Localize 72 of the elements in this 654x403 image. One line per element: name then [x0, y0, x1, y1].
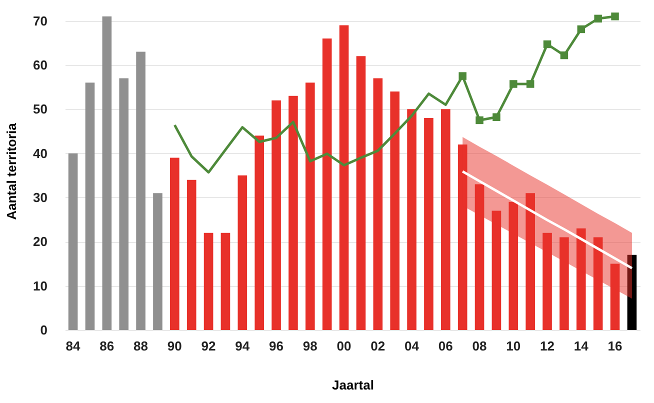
bar	[288, 96, 298, 330]
bar	[102, 16, 112, 330]
bar	[508, 202, 518, 330]
bar	[186, 180, 196, 330]
y-axis-title: Aantal territoria	[4, 122, 20, 220]
x-tick-label: 92	[201, 338, 216, 354]
bar	[322, 38, 332, 330]
x-tick-label: 12	[540, 338, 555, 354]
bar	[204, 232, 214, 330]
bar	[610, 264, 620, 330]
y-tick-label: 60	[33, 58, 48, 72]
x-tick-label: 90	[167, 338, 182, 354]
point	[510, 80, 518, 88]
bar	[68, 153, 78, 330]
bar	[339, 25, 349, 330]
x-tick-label: 08	[472, 338, 487, 354]
bar	[627, 254, 637, 330]
point	[543, 40, 552, 48]
bar	[390, 92, 400, 330]
point	[560, 51, 568, 60]
bar	[407, 109, 416, 330]
point	[594, 14, 602, 22]
bar	[492, 210, 502, 330]
x-tick-label: 86	[100, 338, 114, 354]
y-tick-label: 40	[33, 146, 48, 161]
x-tick-label: 88	[134, 338, 148, 354]
x-axis-title: Jaartal	[332, 378, 374, 392]
y-tick-label: 50	[33, 102, 48, 117]
y-tick-label: 70	[33, 13, 48, 28]
x-tick-label: 94	[235, 338, 250, 354]
y-tick-label: 10	[33, 278, 48, 294]
bar	[136, 52, 146, 330]
x-tick-label: 04	[404, 338, 420, 354]
bar	[474, 184, 484, 330]
bar	[542, 232, 552, 330]
bar	[526, 193, 535, 330]
bar	[238, 175, 248, 330]
x-tick-label: 06	[438, 338, 453, 354]
bar	[85, 82, 95, 330]
bar	[306, 82, 315, 330]
line-series	[461, 170, 634, 270]
bar	[272, 100, 281, 330]
x-tick-label: 84	[66, 338, 82, 354]
x-tick-label: 98	[302, 338, 318, 354]
bar	[593, 237, 603, 330]
bar	[560, 237, 569, 330]
bar	[440, 109, 450, 330]
bar	[373, 78, 383, 330]
bar	[170, 158, 180, 330]
x-tick-label: 00	[336, 338, 352, 354]
x-tick-label: 02	[370, 338, 386, 354]
point	[492, 113, 500, 121]
bar	[576, 228, 586, 330]
point	[458, 72, 466, 80]
x-tick-label: 96	[269, 338, 284, 354]
x-tick-label: 14	[574, 338, 590, 354]
bar	[424, 118, 434, 330]
bar	[254, 136, 264, 330]
x-tick-label: 16	[608, 338, 622, 354]
point	[611, 12, 619, 20]
point	[577, 25, 586, 34]
y-tick-label: 0	[40, 322, 48, 338]
bar	[119, 78, 129, 330]
bar	[356, 56, 366, 330]
bar	[153, 193, 162, 330]
bar	[458, 144, 468, 330]
y-tick-label: 20	[33, 234, 48, 250]
point	[526, 80, 534, 88]
y-tick-label: 30	[33, 190, 48, 205]
point	[476, 116, 484, 124]
bar	[220, 232, 230, 330]
x-tick-label: 10	[506, 338, 521, 354]
